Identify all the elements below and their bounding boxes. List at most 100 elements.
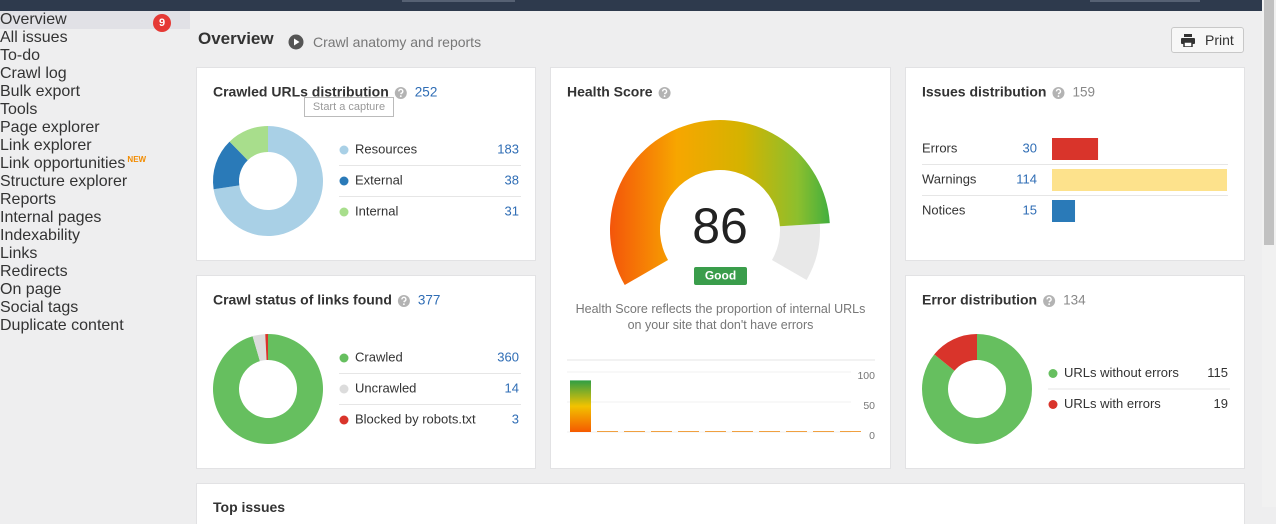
legend-label: External [355, 172, 403, 187]
legend-value: 31 [505, 203, 519, 218]
help-icon [394, 87, 407, 99]
legend-dot [1048, 369, 1058, 378]
nav-item[interactable]: Overview [0, 11, 190, 29]
help-dot [1057, 95, 1060, 98]
nav-label: Internal pages [0, 209, 102, 226]
nav-label: Bulk export [0, 83, 81, 100]
card: Health Score 86 Good 0 50 100 Health Score re… [551, 68, 890, 468]
nav-item[interactable]: All issues 9 [0, 14, 190, 47]
crawled-urls-card: Crawled URLs distribution 252 Resources 183… [213, 84, 521, 236]
help-dot [1048, 303, 1051, 306]
page-title: Overview [198, 29, 274, 48]
help-icon [397, 295, 410, 307]
legend-dot [1048, 400, 1058, 409]
donut-segment [213, 334, 323, 444]
row-label: Errors [922, 140, 958, 155]
top-bar-control [1090, 0, 1200, 2]
scrollbar-thumb[interactable] [1264, 0, 1274, 245]
row-label: Notices [922, 202, 966, 217]
help-glyph [398, 88, 404, 95]
print-label: Print [1205, 32, 1234, 48]
help-glyph [661, 88, 668, 95]
nav-item[interactable]: Page explorer [0, 119, 190, 137]
print-button[interactable]: Print [1171, 27, 1244, 53]
sidebar: Overview All issues 9 To-do Crawl log Bulk ex… [0, 11, 190, 507]
y-tick-label: 50 [863, 400, 875, 412]
rating-badge [694, 267, 747, 285]
nav-item[interactable]: Link opportunities NEW [0, 155, 190, 173]
nav-item[interactable]: Internal pages [0, 209, 190, 227]
top-bar [0, 0, 1262, 11]
help-dot [399, 95, 402, 98]
rating-label: Good [705, 269, 736, 283]
nav-label: All issues [0, 29, 68, 46]
nav-label: Structure explorer [0, 173, 128, 190]
card-total: 252 [415, 85, 438, 100]
nav-item[interactable]: Structure explorer [0, 173, 190, 191]
nav-section-title: Reports [0, 191, 57, 208]
help-icon [1043, 295, 1056, 307]
issue-bar [1052, 200, 1076, 222]
card-title: Crawl status of links found [213, 292, 392, 308]
print-icon-part [1184, 34, 1192, 37]
legend-dot [339, 145, 349, 155]
legend-value: 38 [505, 172, 519, 187]
legend-value: 19 [1214, 396, 1228, 411]
top-issues-title: Top issues [213, 499, 286, 515]
nav-item[interactable]: Duplicate content [0, 317, 190, 335]
scrollbar[interactable] [1262, 0, 1276, 507]
nav-new-tag: NEW [127, 155, 147, 164]
nav-item[interactable]: Social tags [0, 299, 190, 317]
play-icon[interactable] [288, 34, 304, 50]
nav-label: Links [0, 245, 38, 262]
issue-bar [1052, 138, 1099, 160]
nav-item[interactable]: To-do [0, 47, 190, 65]
card-total: 134 [1063, 293, 1086, 308]
card-title: Health Score [567, 84, 653, 100]
help-dot [403, 303, 405, 306]
row-value: 114 [1016, 171, 1037, 186]
nav-item[interactable]: Bulk export [0, 83, 190, 101]
top-bar-control [402, 0, 515, 2]
nav-item[interactable]: Redirects [0, 263, 190, 281]
legend-label: URLs with errors [1064, 396, 1161, 411]
health-description: Health Score reflects the proportion of … [575, 302, 866, 332]
health-score-value: 86 [692, 198, 748, 254]
card: Crawl status of links found 377 Crawled 360… [197, 276, 535, 468]
card-total: 377 [418, 293, 441, 308]
issues-distribution-card: Issues distribution 159 Errors 30 Warnings 11… [922, 84, 1228, 222]
legend-label: URLs without errors [1064, 365, 1179, 380]
nav-label: On page [0, 281, 62, 298]
legend-label: Blocked by robots.txt [355, 411, 476, 426]
issue-bar [1052, 169, 1227, 191]
nav-label: Page explorer [0, 119, 100, 136]
legend-label: Internal [355, 203, 398, 218]
donut-segment [934, 334, 977, 371]
help-dot [663, 95, 666, 98]
nav-label: Link opportunities [0, 155, 126, 172]
nav-item[interactable]: Crawl log [0, 65, 190, 83]
nav-item[interactable]: On page [0, 281, 190, 299]
y-tick-label: 100 [857, 370, 875, 382]
nav-item[interactable]: Indexability [0, 227, 190, 245]
print-icon [1181, 34, 1195, 47]
card: Error distribution 134 URLs without errors… [906, 276, 1244, 468]
card: Issues distribution 159 Errors 30 Warnings 11… [906, 68, 1244, 260]
row-value: 15 [1023, 202, 1037, 217]
legend-value: 183 [497, 141, 519, 156]
nav-label: Crawl log [0, 65, 67, 82]
nav-section-title: Tools [0, 101, 38, 118]
card-title: Error distribution [922, 292, 1037, 308]
donut-segment [229, 126, 268, 161]
nav-item[interactable]: Link explorer [0, 137, 190, 155]
donut-segment [213, 141, 248, 190]
donut-segment [922, 334, 1032, 444]
card-total: 159 [1072, 85, 1095, 100]
legend-dot [339, 353, 349, 363]
help-glyph [1055, 88, 1062, 95]
nav-label: Link explorer [0, 137, 92, 154]
tooltip-text: Start a capture [313, 101, 385, 113]
nav-item[interactable]: Links [0, 245, 190, 263]
crawl-status-card: Crawl status of links found 377 Crawled 360… [213, 292, 521, 444]
